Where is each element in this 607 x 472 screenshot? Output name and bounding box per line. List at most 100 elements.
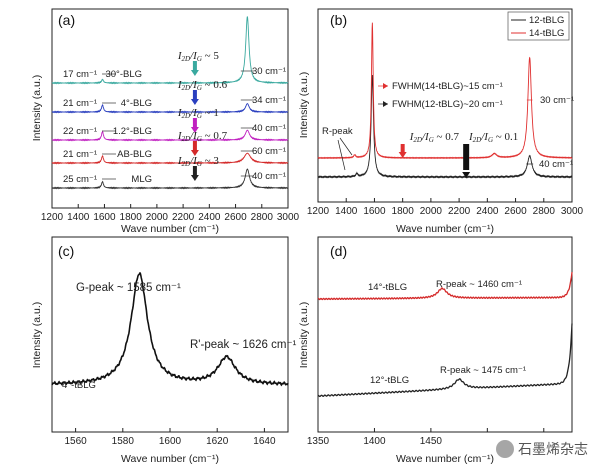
watermark: 石墨烯杂志 xyxy=(496,440,588,458)
sample-label: 1.2°-BLG xyxy=(113,126,152,137)
x-tick-label: 2000 xyxy=(146,212,169,223)
panel-a-xlabel: Wave number (cm⁻¹) xyxy=(121,223,219,235)
panel-c-ylabel: Intensity (a.u.) xyxy=(31,302,43,369)
panel-d: (d) Intensity (a.u.) Wave number (cm⁻¹) … xyxy=(298,236,573,465)
ratio-arrow-icon xyxy=(190,127,199,133)
r-peak-pointer-2 xyxy=(337,139,346,171)
series-line-4°-BLG xyxy=(51,102,289,114)
ratio14-label: I2D/IG ~ 0.7 xyxy=(409,131,460,144)
fwhm12-label: FWHM(12-tBLG)~20 cm⁻¹ xyxy=(392,99,503,110)
ratio12-label: I2D/IG ~ 0.1 xyxy=(468,131,518,144)
x-tick-label: 1350 xyxy=(307,436,330,447)
panel-d-curves xyxy=(317,271,573,398)
panel-c-annotations: G-peak ~ 1585 cm⁻¹ R'-peak ~ 1626 cm⁻¹ 4°-… xyxy=(62,282,297,391)
legend-entry-12: 12-tBLG xyxy=(529,15,564,26)
panel-a-annotations: 17 cm⁻¹ 30°-BLG I2D/IG ~ 5 30 cm⁻¹ 21 cm⁻¹ 4°… xyxy=(63,50,286,185)
legend-entry-14: 14-tBLG xyxy=(529,28,564,39)
sample-label: 30°-BLG xyxy=(105,69,142,80)
ratio12-arrow-icon xyxy=(462,172,471,178)
x-tick-label: 1640 xyxy=(253,436,276,447)
panel-a-curves xyxy=(51,16,289,190)
ratio-arrow-shaft xyxy=(192,141,197,150)
x-tick-label: 1800 xyxy=(120,212,143,223)
d-fwhm-label: 34 cm⁻¹ xyxy=(252,95,286,106)
s14-label: 14°-tBLG xyxy=(368,282,407,293)
watermark-text: 石墨烯杂志 xyxy=(518,442,588,458)
x-tick-label: 1450 xyxy=(420,436,443,447)
series-line-1.2°-BLG xyxy=(51,129,289,142)
sample-label: MLG xyxy=(131,174,152,185)
g-fwhm-label: 22 cm⁻¹ xyxy=(63,126,97,137)
x-tick-label: 1600 xyxy=(93,212,116,223)
r-peak-pointer xyxy=(339,137,353,156)
ratio-arrow-shaft xyxy=(192,90,197,99)
ratio-label: I2D/IG ~ 3 xyxy=(177,155,219,168)
panel-b-legend: 12-tBLG 14-tBLG xyxy=(507,11,570,41)
ratio-label: I2D/IG ~ 5 xyxy=(177,50,219,63)
fwhm14-label: FWHM(14-tBLG)~15 cm⁻¹ xyxy=(392,81,503,92)
panel-c-curves xyxy=(51,272,289,387)
x-tick-label: 1600 xyxy=(363,206,386,217)
x-tick-label: 2600 xyxy=(504,206,527,217)
ratio-label: I2D/IG ~ 1 xyxy=(177,107,219,120)
d-fwhm-label: 40 cm⁻¹ xyxy=(252,171,286,182)
panel-c-frame xyxy=(51,236,289,433)
legend-box xyxy=(507,11,570,41)
g-fwhm-label: 17 cm⁻¹ xyxy=(63,69,97,80)
panel-d-xlabel: Wave number (cm⁻¹) xyxy=(396,453,494,465)
panel-d-ticks: 1350 1400 1450 xyxy=(307,428,545,447)
x-tick-label: 1400 xyxy=(67,212,90,223)
ratio14-arrow-icon xyxy=(398,152,407,158)
x-tick-label: 1800 xyxy=(392,206,415,217)
x-tick-label: 1400 xyxy=(335,206,358,217)
x-tick-label: 1400 xyxy=(363,436,386,447)
r14-label: R-peak ~ 1460 cm⁻¹ xyxy=(436,279,522,290)
x-tick-label: 2600 xyxy=(224,212,247,223)
x-tick-label: 2200 xyxy=(448,206,471,217)
panel-a-frame xyxy=(51,8,289,209)
series-line-AB-BLG xyxy=(51,152,289,165)
sample-label: 4°-tBLG xyxy=(62,380,96,391)
series-line-12-tBLG xyxy=(318,323,573,398)
fwhm14-arrow-icon xyxy=(383,83,388,89)
x-tick-label: 1560 xyxy=(64,436,87,447)
series-line-12-tBLG xyxy=(317,75,573,179)
x-tick-label: 1600 xyxy=(159,436,182,447)
panel-c-xlabel: Wave number (cm⁻¹) xyxy=(121,453,219,465)
panel-b-label: (b) xyxy=(330,12,347,28)
ratio-label: I2D/IG ~ 0.7 xyxy=(177,130,228,143)
r12-label: R-peak ~ 1475 cm⁻¹ xyxy=(440,365,526,376)
panel-a-ticks: 1200 1400 1600 1800 2000 2200 2400 2600 2800 3000 xyxy=(41,204,300,223)
series-line-14-tBLG xyxy=(317,22,573,160)
d-fwhm-label: 40 cm⁻¹ xyxy=(252,123,286,134)
ratio-arrow-shaft xyxy=(192,61,197,70)
ratio-arrow-shaft xyxy=(192,166,197,175)
r-peak-label: R-peak xyxy=(322,126,353,137)
ratio-arrow-icon xyxy=(190,175,199,181)
x-tick-label: 2800 xyxy=(251,212,274,223)
x-tick-label: 3000 xyxy=(277,212,300,223)
d12-label: 40 cm⁻¹ xyxy=(539,159,573,170)
panel-b-frame xyxy=(317,8,573,203)
r-prime-peak-label: R'-peak ~ 1626 cm⁻¹ xyxy=(190,339,297,351)
g-fwhm-label: 25 cm⁻¹ xyxy=(63,174,97,185)
x-tick-label: 1200 xyxy=(41,212,64,223)
x-tick-label: 2800 xyxy=(533,206,556,217)
x-tick-label: 3000 xyxy=(561,206,584,217)
panel-d-label: (d) xyxy=(330,243,347,259)
sample-label: AB-BLG xyxy=(117,149,152,160)
panel-c: (c) Intensity (a.u.) Wave number (cm⁻¹) … xyxy=(31,236,297,465)
panel-d-annotations: R-peak ~ 1460 cm⁻¹ R-peak ~ 1475 cm⁻¹ 14°-… xyxy=(368,279,526,386)
d-fwhm-label: 30 cm⁻¹ xyxy=(252,66,286,77)
panel-d-ylabel: Intensity (a.u.) xyxy=(298,302,310,369)
ratio-label: I2D/IG ~ 0.6 xyxy=(177,79,228,92)
x-tick-label: 2400 xyxy=(198,212,221,223)
panel-a-ylabel: Intensity (a.u.) xyxy=(31,75,43,142)
x-tick-label: 1620 xyxy=(206,436,229,447)
watermark-logo-icon xyxy=(496,440,514,458)
ratio12-arrow-shaft xyxy=(463,144,470,170)
ratio-arrow-icon xyxy=(190,99,199,105)
ratio14-arrow-shaft xyxy=(400,144,405,152)
panel-b: (b) Intensity (a.u.) Wave number (cm⁻¹) … xyxy=(298,8,584,235)
